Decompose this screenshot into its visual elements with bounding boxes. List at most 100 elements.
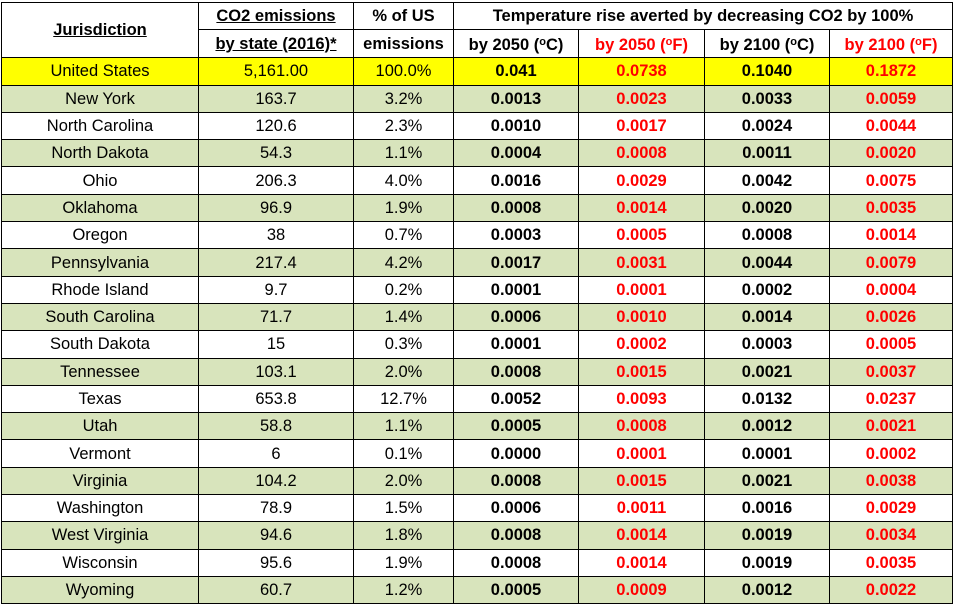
cell-jurisdiction: Washington — [1, 494, 199, 523]
table-row: Oklahoma 96.9 1.9% 0.0008 0.0014 0.0020 0.0035 — [1, 193, 954, 223]
cell-f2050: 0.0015 — [578, 466, 705, 496]
header-f2050: by 2050 (oF) — [578, 29, 705, 59]
cell-f2050: 0.0023 — [578, 84, 705, 113]
table-row: Rhode Island 9.7 0.2% 0.0001 0.0001 0.0002 0.0… — [1, 275, 954, 304]
table-row: Vermont 6 0.1% 0.0000 0.0001 0.0001 0.0002 — [1, 439, 954, 468]
cell-c2100: 0.1040 — [704, 57, 830, 86]
header-temp-title-label: Temperature rise averted by decreasing C… — [492, 7, 914, 26]
cell-c2050: 0.0005 — [453, 575, 579, 605]
cell-pct: 1.2% — [353, 575, 454, 605]
table-row: South Dakota 15 0.3% 0.0001 0.0002 0.0003 0.00… — [1, 330, 954, 359]
cell-co2: 58.8 — [198, 412, 354, 441]
header-f2050-degree: o — [665, 36, 673, 49]
cell-f2050: 0.0008 — [578, 412, 705, 441]
cell-pct: 1.1% — [353, 139, 454, 168]
cell-c2100: 0.0003 — [704, 330, 830, 359]
cell-pct: 1.4% — [353, 302, 454, 332]
header-f2100-degree: o — [915, 36, 922, 49]
cell-f2050: 0.0029 — [578, 166, 705, 195]
cell-c2050: 0.0000 — [453, 439, 579, 468]
cell-c2050: 0.0008 — [453, 193, 579, 223]
cell-c2100: 0.0020 — [704, 193, 830, 223]
cell-pct: 1.5% — [353, 494, 454, 523]
cell-pct: 1.9% — [353, 193, 454, 223]
table-row: Pennsylvania 217.4 4.2% 0.0017 0.0031 0.0044 0… — [1, 248, 954, 277]
header-f2100-unit: F) — [921, 36, 938, 55]
cell-c2050: 0.0005 — [453, 412, 579, 441]
cell-f2050: 0.0014 — [578, 548, 705, 577]
header-f2050-pre: by 2050 ( — [595, 36, 666, 55]
cell-co2: 15 — [198, 330, 354, 359]
cell-f2100: 0.0237 — [828, 384, 954, 414]
cell-jurisdiction: North Carolina — [1, 111, 199, 141]
cell-c2100: 0.0001 — [704, 439, 830, 468]
table-row: South Carolina 71.7 1.4% 0.0006 0.0010 0.0014… — [1, 302, 954, 332]
header-c2050: by 2050 (oC) — [453, 29, 579, 59]
cell-c2100: 0.0132 — [704, 384, 830, 414]
cell-c2100: 0.0012 — [704, 412, 830, 441]
table-row: United States 5,161.00 100.0% 0.041 0.0738 0.… — [1, 57, 954, 86]
header-c2050-unit: C) — [545, 36, 564, 55]
cell-co2: 38 — [198, 221, 354, 250]
cell-c2050: 0.0003 — [453, 221, 579, 250]
cell-c2050: 0.0008 — [453, 521, 579, 550]
cell-jurisdiction: Vermont — [1, 439, 199, 468]
header-pct-line1: % of US — [353, 1, 454, 31]
cell-jurisdiction: Pennsylvania — [1, 248, 199, 277]
cell-jurisdiction: Texas — [1, 384, 199, 414]
cell-jurisdiction: Oklahoma — [1, 193, 199, 223]
header-jurisdiction-label: Jurisdiction — [53, 21, 147, 40]
cell-co2: 104.2 — [198, 466, 354, 496]
cell-f2050: 0.0014 — [578, 521, 705, 550]
cell-f2050: 0.0011 — [578, 494, 705, 523]
cell-pct: 2.3% — [353, 111, 454, 141]
header-pct-line1-label: % of US — [372, 7, 435, 26]
cell-c2050: 0.0001 — [453, 275, 579, 304]
table-row: Tennessee 103.1 2.0% 0.0008 0.0015 0.0021 0.00… — [1, 357, 954, 386]
cell-co2: 71.7 — [198, 302, 354, 332]
table-row: Virginia 104.2 2.0% 0.0008 0.0015 0.0021 0.003… — [1, 466, 954, 496]
header-co2-line1: CO2 emissions — [198, 1, 354, 31]
header-c2100-pre: by 2100 ( — [719, 36, 791, 55]
cell-c2050: 0.0013 — [453, 84, 579, 113]
cell-c2100: 0.0002 — [704, 275, 830, 304]
table-row: North Carolina 120.6 2.3% 0.0010 0.0017 0.002… — [1, 111, 954, 141]
cell-c2100: 0.0014 — [704, 302, 830, 332]
cell-f2050: 0.0005 — [578, 221, 705, 250]
cell-f2100: 0.0037 — [828, 357, 954, 386]
cell-f2100: 0.0079 — [828, 248, 954, 277]
cell-jurisdiction: Wyoming — [1, 575, 199, 605]
cell-f2050: 0.0017 — [578, 111, 705, 141]
cell-f2100: 0.0035 — [828, 548, 954, 577]
cell-jurisdiction: Oregon — [1, 221, 199, 250]
cell-jurisdiction: Utah — [1, 412, 199, 441]
cell-c2100: 0.0021 — [704, 357, 830, 386]
cell-c2100: 0.0044 — [704, 248, 830, 277]
cell-f2100: 0.0075 — [828, 166, 954, 195]
cell-f2100: 0.0035 — [828, 193, 954, 223]
table-row: Texas 653.8 12.7% 0.0052 0.0093 0.0132 0.0237 — [1, 384, 954, 414]
cell-jurisdiction: Rhode Island — [1, 275, 199, 304]
cell-f2050: 0.0014 — [578, 193, 705, 223]
cell-co2: 95.6 — [198, 548, 354, 577]
cell-f2100: 0.0029 — [828, 494, 954, 523]
header-c2100: by 2100 (oC) — [704, 29, 830, 59]
cell-f2100: 0.0034 — [828, 521, 954, 550]
cell-c2100: 0.0011 — [704, 139, 830, 168]
table-row: Wisconsin 95.6 1.9% 0.0008 0.0014 0.0019 0.003… — [1, 548, 954, 577]
cell-f2050: 0.0001 — [578, 275, 705, 304]
cell-jurisdiction: West Virginia — [1, 521, 199, 550]
cell-co2: 103.1 — [198, 357, 354, 386]
cell-c2050: 0.0008 — [453, 466, 579, 496]
cell-pct: 3.2% — [353, 84, 454, 113]
cell-f2100: 0.0014 — [828, 221, 954, 250]
cell-co2: 54.3 — [198, 139, 354, 168]
header-co2-line2-label: by state (2016)* — [215, 34, 337, 53]
table-body: United States 5,161.00 100.0% 0.041 0.0738 0.… — [1, 57, 954, 605]
table-row: Washington 78.9 1.5% 0.0006 0.0011 0.0016 0.00… — [1, 494, 954, 523]
cell-jurisdiction: Tennessee — [1, 357, 199, 386]
table-row: West Virginia 94.6 1.8% 0.0008 0.0014 0.0019 0… — [1, 521, 954, 550]
cell-f2050: 0.0010 — [578, 302, 705, 332]
cell-f2050: 0.0093 — [578, 384, 705, 414]
